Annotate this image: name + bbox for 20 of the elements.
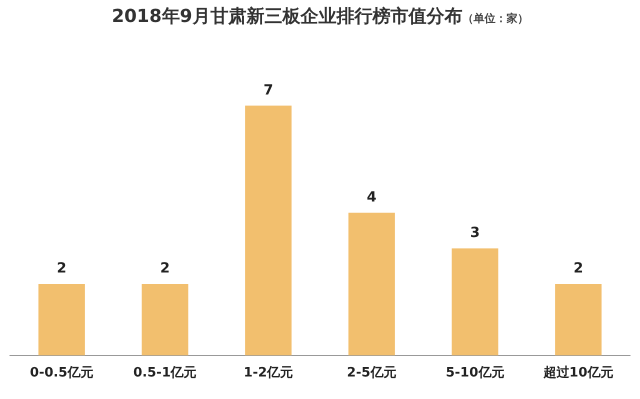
data-label: 2 (56, 260, 67, 277)
x-tick-label: 2-5亿元 (346, 366, 396, 381)
bar (142, 284, 188, 356)
chart-subtitle: （单位：家） (462, 12, 528, 25)
x-tick-label: 超过10亿元 (542, 366, 614, 381)
data-label: 7 (263, 82, 274, 98)
data-label: 2 (160, 260, 170, 277)
chart-title: 2018年9月甘肃新三板企业排行榜市值分布 (112, 6, 462, 27)
bar (452, 248, 498, 356)
bar (245, 106, 292, 356)
x-tick-label: 0-0.5亿元 (30, 366, 94, 381)
data-label: 4 (366, 189, 377, 206)
x-tick-label: 0.5-1亿元 (133, 366, 197, 381)
x-tick-label: 5-10亿元 (446, 366, 504, 381)
bar (38, 284, 85, 356)
bar (555, 284, 602, 356)
data-label: 3 (470, 225, 480, 242)
x-tick-label: 1-2亿元 (244, 366, 294, 381)
bar (348, 212, 395, 356)
data-label: 2 (573, 260, 584, 277)
